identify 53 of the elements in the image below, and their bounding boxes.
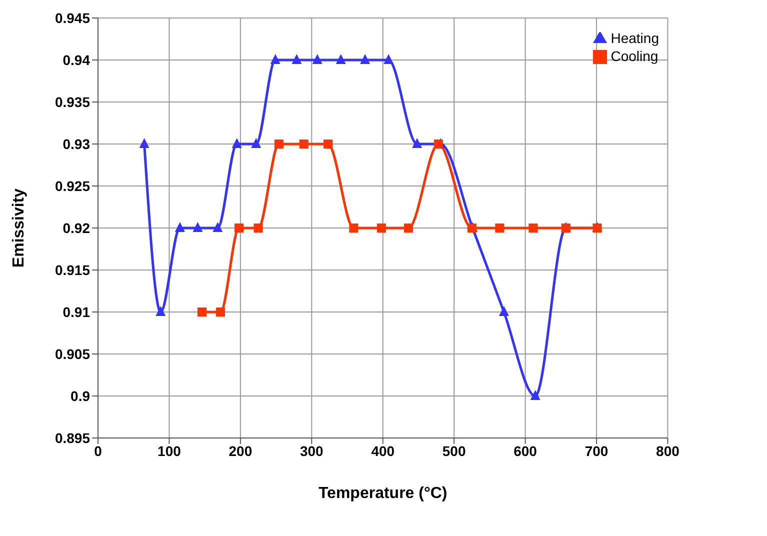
point — [376, 224, 386, 232]
point — [498, 306, 509, 316]
y-tick-label: 0.93 — [62, 136, 90, 152]
point — [212, 222, 223, 232]
legend-label: Cooling — [610, 48, 658, 64]
point — [251, 138, 262, 148]
x-tick-label: 300 — [300, 442, 324, 459]
point — [349, 224, 358, 232]
point — [530, 390, 540, 400]
x-tick-label: 800 — [656, 442, 680, 459]
point — [197, 308, 206, 316]
point — [384, 54, 394, 64]
x-tick-label: 100 — [158, 442, 182, 459]
point — [299, 140, 308, 148]
y-tick-label: 0.945 — [54, 10, 90, 26]
point — [156, 306, 166, 316]
point — [360, 54, 370, 64]
point — [254, 224, 263, 232]
point — [292, 54, 302, 64]
y-axis-title: Emissivity — [10, 188, 28, 268]
point — [336, 54, 346, 64]
legend-label: Heating — [610, 30, 659, 46]
point — [174, 222, 185, 232]
y-tick-label: 0.92 — [62, 220, 90, 236]
x-tick-label: 500 — [442, 442, 466, 459]
y-tick-label: 0.915 — [54, 262, 90, 278]
point — [216, 308, 225, 316]
point — [270, 54, 280, 64]
y-tick-label: 0.91 — [62, 304, 90, 320]
point — [528, 224, 538, 232]
x-tick-label: 600 — [514, 442, 538, 459]
point — [192, 222, 203, 232]
y-tick-label: 0.9 — [70, 388, 90, 404]
point — [312, 54, 322, 64]
point — [412, 138, 422, 148]
y-tick-label: 0.905 — [54, 346, 90, 362]
point — [324, 140, 333, 148]
x-axis-title: Temperature (°C) — [318, 485, 448, 502]
x-tick-label: 400 — [371, 442, 395, 459]
point — [139, 138, 150, 148]
point — [495, 224, 504, 232]
x-tick-label: 700 — [584, 442, 608, 459]
x-tick-label: 0 — [94, 442, 102, 459]
point — [274, 140, 284, 148]
point — [234, 224, 244, 232]
x-tick-label: 200 — [228, 442, 252, 459]
point — [232, 138, 242, 148]
point — [434, 140, 443, 148]
point — [404, 224, 414, 232]
y-tick-label: 0.94 — [62, 52, 90, 68]
y-tick-label: 0.895 — [54, 430, 90, 446]
y-tick-label: 0.935 — [54, 94, 90, 110]
y-tick-label: 0.925 — [54, 178, 90, 194]
